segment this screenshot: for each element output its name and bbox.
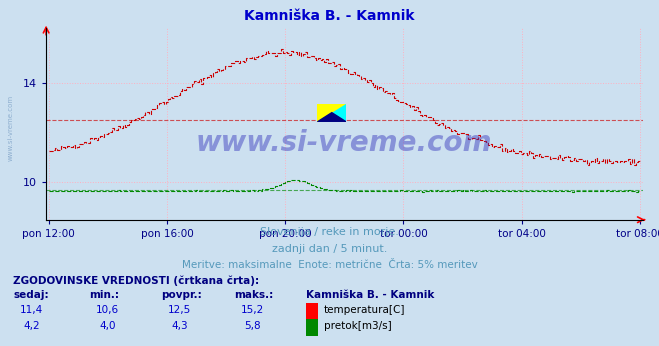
- Text: 11,4: 11,4: [20, 305, 43, 315]
- Text: zadnji dan / 5 minut.: zadnji dan / 5 minut.: [272, 244, 387, 254]
- Text: Kamniška B. - Kamnik: Kamniška B. - Kamnik: [306, 290, 435, 300]
- Text: www.si-vreme.com: www.si-vreme.com: [196, 129, 492, 157]
- Text: maks.:: maks.:: [234, 290, 273, 300]
- Text: 12,5: 12,5: [168, 305, 192, 315]
- Text: Slovenija / reke in morje.: Slovenija / reke in morje.: [260, 227, 399, 237]
- Text: www.si-vreme.com: www.si-vreme.com: [8, 95, 14, 161]
- Text: Kamniška B. - Kamnik: Kamniška B. - Kamnik: [244, 9, 415, 22]
- Text: 4,0: 4,0: [99, 321, 116, 331]
- Text: min.:: min.:: [89, 290, 119, 300]
- Text: Meritve: maksimalne  Enote: metrične  Črta: 5% meritev: Meritve: maksimalne Enote: metrične Črta…: [182, 260, 477, 270]
- Text: ZGODOVINSKE VREDNOSTI (črtkana črta):: ZGODOVINSKE VREDNOSTI (črtkana črta):: [13, 275, 259, 285]
- Text: povpr.:: povpr.:: [161, 290, 202, 300]
- Text: 4,3: 4,3: [171, 321, 188, 331]
- Text: 10,6: 10,6: [96, 305, 119, 315]
- Text: 4,2: 4,2: [23, 321, 40, 331]
- Text: sedaj:: sedaj:: [13, 290, 49, 300]
- Text: 15,2: 15,2: [241, 305, 264, 315]
- Text: pretok[m3/s]: pretok[m3/s]: [324, 321, 391, 331]
- Text: temperatura[C]: temperatura[C]: [324, 305, 405, 315]
- Text: 5,8: 5,8: [244, 321, 261, 331]
